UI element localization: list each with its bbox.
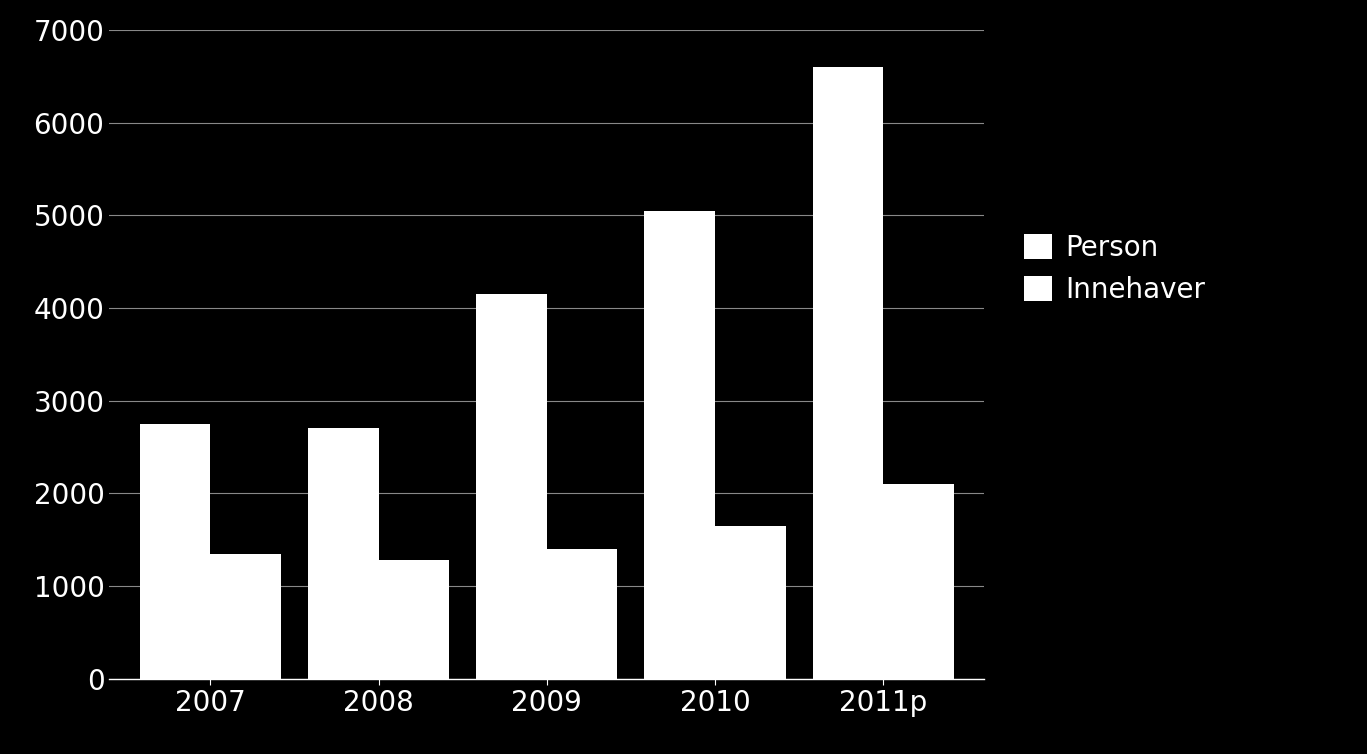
Bar <box>139 424 211 679</box>
Bar <box>211 553 282 679</box>
Bar <box>547 549 618 679</box>
Bar <box>644 211 715 679</box>
Bar <box>715 526 786 679</box>
Bar <box>883 484 954 679</box>
Bar <box>379 560 450 679</box>
Bar <box>812 67 883 679</box>
Bar <box>308 428 379 679</box>
Bar <box>476 294 547 679</box>
Legend: Person, Innehaver: Person, Innehaver <box>1016 225 1214 312</box>
